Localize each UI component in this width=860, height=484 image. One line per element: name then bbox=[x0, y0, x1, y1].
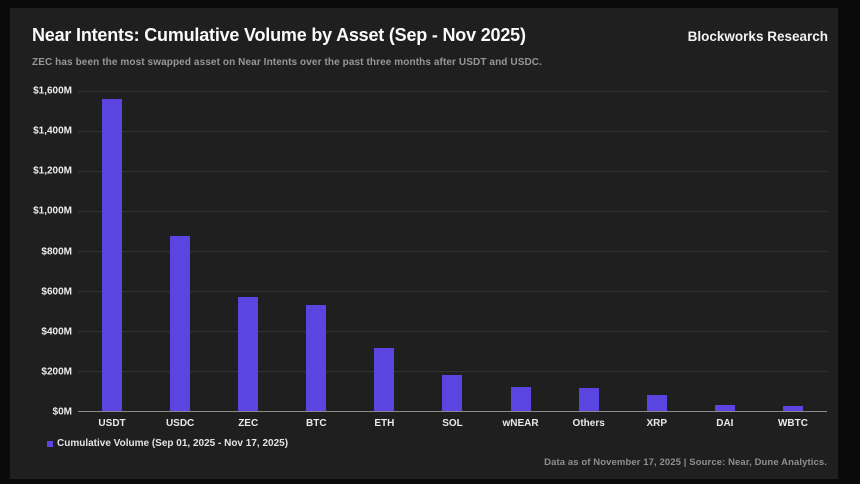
source-note: Data as of November 17, 2025 | Source: N… bbox=[544, 457, 827, 468]
bar-wNEAR bbox=[510, 387, 531, 411]
header: Near Intents: Cumulative Volume by Asset… bbox=[32, 25, 828, 46]
x-tick-label: USDT bbox=[98, 418, 126, 429]
x-tick-label: SOL bbox=[442, 418, 463, 429]
y-tick-label: $1,600M bbox=[33, 85, 72, 97]
bar-slot: BTC bbox=[282, 91, 350, 429]
x-tick-label: wNEAR bbox=[502, 418, 539, 429]
y-tick-label: $1,400M bbox=[33, 125, 72, 137]
bar-slot: WBTC bbox=[759, 91, 827, 429]
x-tick-label: BTC bbox=[306, 418, 327, 429]
bar-slot: USDT bbox=[78, 91, 146, 429]
bar-ZEC bbox=[238, 297, 259, 411]
bar-Others bbox=[578, 388, 599, 411]
bar-SOL bbox=[442, 375, 463, 411]
gridline bbox=[78, 331, 827, 332]
bar-USDT bbox=[102, 99, 123, 411]
x-tick-label: DAI bbox=[716, 418, 734, 429]
gridline bbox=[78, 91, 827, 92]
chart-panel: Near Intents: Cumulative Volume by Asset… bbox=[10, 8, 838, 479]
gridline bbox=[78, 291, 827, 292]
bar-ETH bbox=[374, 348, 395, 411]
y-tick-label: $0M bbox=[52, 406, 72, 418]
x-tick-label: USDC bbox=[165, 418, 195, 429]
bar-XRP bbox=[646, 395, 667, 411]
y-tick-label: $400M bbox=[41, 326, 72, 338]
x-tick-label: XRP bbox=[646, 418, 668, 429]
legend-marker-swatch bbox=[47, 440, 53, 447]
gridline bbox=[78, 251, 827, 252]
bar-slot: USDC bbox=[146, 91, 214, 429]
bar-USDC bbox=[170, 236, 191, 411]
y-tick-label: $200M bbox=[41, 366, 72, 378]
gridline bbox=[78, 211, 827, 212]
brand-logo: Blockworks Research bbox=[687, 29, 828, 44]
legend-label: Cumulative Volume (Sep 01, 2025 - Nov 17… bbox=[57, 438, 289, 449]
bar-slot: Others bbox=[555, 91, 623, 429]
gridline bbox=[78, 171, 827, 172]
gridline bbox=[78, 371, 827, 372]
y-tick-label: $1,200M bbox=[33, 165, 72, 177]
legend: Cumulative Volume (Sep 01, 2025 - Nov 17… bbox=[47, 438, 288, 449]
bar-slot: ZEC bbox=[214, 91, 282, 429]
y-axis-labels: $0M $200M $400M $600M $800M $1,000M $1,200M $1,… bbox=[10, 86, 72, 418]
x-tick-label: ZEC bbox=[238, 418, 259, 429]
bar-BTC bbox=[306, 305, 327, 411]
bar-DAI bbox=[714, 405, 735, 411]
bar-WBTC bbox=[782, 406, 803, 411]
y-tick-label: $600M bbox=[41, 286, 72, 298]
gridline bbox=[78, 131, 827, 132]
bar-slot: SOL bbox=[418, 91, 486, 429]
bar-slot: DAI bbox=[691, 91, 759, 429]
page-title: Near Intents: Cumulative Volume by Asset… bbox=[32, 25, 526, 45]
x-tick-label: ETH bbox=[374, 418, 395, 429]
x-tick-label: Others bbox=[572, 418, 605, 429]
y-tick-label: $800M bbox=[41, 246, 72, 257]
x-tick-label: WBTC bbox=[777, 418, 808, 429]
chart-subtitle: ZEC has been the most swapped asset on N… bbox=[32, 57, 543, 68]
y-tick-label: $1,000M bbox=[33, 205, 72, 217]
bar-slot: ETH bbox=[350, 91, 418, 429]
plot-area: USDT USDC ZEC BTC ETH SOL wNEAR Others XRP DAI WBT… bbox=[78, 91, 827, 429]
bar-slot: wNEAR bbox=[487, 91, 555, 429]
bar-slot: XRP bbox=[623, 91, 691, 429]
